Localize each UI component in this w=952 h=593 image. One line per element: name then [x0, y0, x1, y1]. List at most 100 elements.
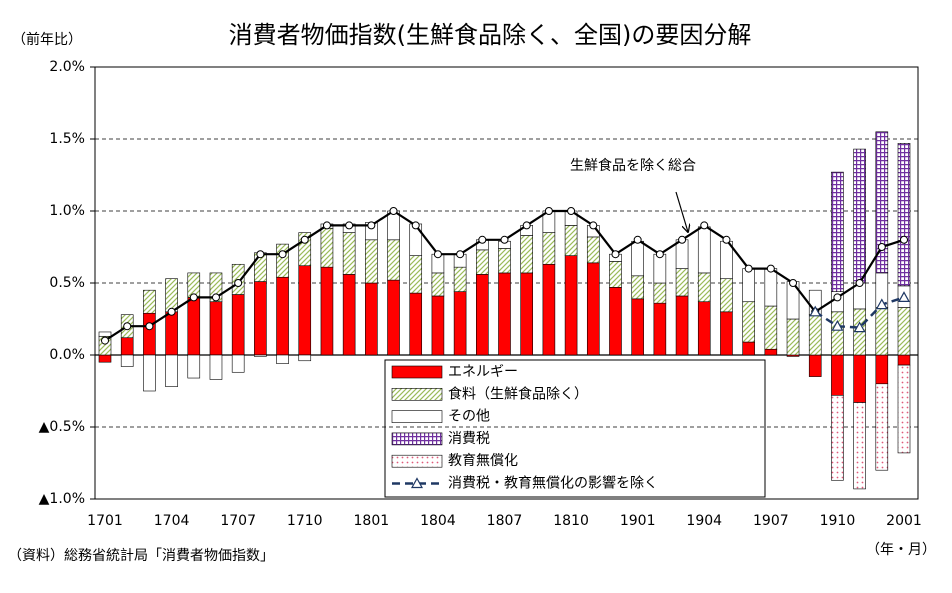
bar-segment [520, 272, 533, 356]
bar-segment [98, 331, 112, 337]
line-marker [345, 221, 354, 230]
line-marker [189, 293, 198, 302]
bar-segment [697, 272, 711, 303]
bar-segment [409, 292, 423, 356]
legend-swatch [391, 432, 443, 446]
bar-segment [675, 239, 689, 269]
bar-segment [875, 131, 889, 274]
bar-segment [853, 354, 866, 403]
line-marker [633, 235, 642, 244]
line-marker [522, 221, 531, 230]
bar-segment [231, 354, 245, 373]
bar-segment [564, 225, 578, 256]
bar-segment [542, 263, 556, 356]
line-marker [853, 321, 866, 333]
bar-segment [609, 261, 622, 288]
bar-segment [409, 255, 423, 294]
bar-segment [831, 171, 844, 292]
legend-label: 消費税・教育無償化の影響を除く [448, 475, 658, 492]
line-marker [700, 221, 709, 230]
bar-segment [165, 278, 178, 313]
line-marker [831, 319, 844, 331]
bar-segment [675, 295, 689, 356]
x-tick-label: 1801 [354, 513, 390, 529]
line-marker [744, 264, 753, 273]
line-marker [809, 305, 822, 317]
line-marker [433, 250, 442, 259]
line-marker [123, 322, 132, 331]
bar-segment [120, 337, 134, 356]
line-marker [611, 250, 620, 259]
bar-segment [320, 266, 334, 356]
bar-segment [586, 262, 600, 356]
legend-label: 食料（生鮮食品除く） [448, 385, 588, 402]
bar-segment [631, 240, 644, 277]
bar-segment [875, 307, 889, 356]
bar-segment [209, 301, 223, 356]
x-tick-label: 1901 [620, 513, 656, 529]
bar-segment [742, 301, 755, 343]
bar-segment [476, 249, 489, 275]
bar-segment [387, 279, 400, 356]
line-marker [211, 293, 220, 302]
bar-segment [853, 148, 866, 284]
legend-swatch [391, 387, 443, 401]
line-marker [300, 235, 309, 244]
line-marker [678, 235, 687, 244]
bar-segment [808, 354, 822, 377]
legend-swatch [391, 410, 443, 423]
bar-segment [675, 268, 689, 297]
bar-segment [143, 354, 156, 392]
bar-segment [276, 243, 289, 278]
line-marker [389, 207, 398, 215]
line-marker [145, 322, 154, 331]
annotation-arrow [675, 191, 688, 232]
bar-segment [231, 294, 245, 356]
annotation: 生鮮食品を除く総合 [570, 157, 696, 174]
bar-segment [831, 354, 844, 396]
bar-segment [165, 311, 178, 356]
bar-segment [697, 226, 711, 274]
line-marker [855, 279, 864, 287]
line-marker [478, 235, 487, 244]
line-marker [411, 221, 420, 230]
bar-segment [586, 236, 600, 264]
x-tick-label: 1707 [220, 513, 256, 529]
x-tick-label: 1710 [287, 513, 323, 529]
x-tick-label: 1701 [87, 513, 123, 529]
x-tick-label: 1904 [686, 513, 722, 529]
line-marker [544, 207, 553, 215]
line-marker [167, 307, 176, 316]
legend-label: 消費税 [448, 431, 490, 447]
y-tick-label: ▲0.5% [39, 419, 85, 435]
x-tick-label: 1804 [420, 513, 456, 529]
bar-segment [720, 278, 733, 313]
bar-segment [831, 311, 844, 356]
x-tick-label: 2001 [886, 513, 922, 529]
legend-label: エネルギー [448, 364, 518, 380]
y-tick-label: 0.0% [49, 347, 85, 363]
legend-swatch [391, 454, 443, 468]
line-marker [367, 221, 376, 230]
legend-swatch [391, 365, 443, 379]
line-marker [766, 264, 775, 273]
bar-segment [764, 348, 778, 356]
bar-segment [298, 265, 312, 356]
line-marker [500, 235, 509, 244]
bar-segment [98, 354, 112, 363]
bar-segment [764, 305, 778, 350]
bar-segment [897, 143, 911, 287]
y-axis-label: （前年比） [12, 31, 82, 48]
x-tick-label: 1807 [487, 513, 523, 529]
bar-segment [498, 272, 511, 356]
bar-segment [365, 239, 378, 284]
y-tick-label: ▲1.0% [39, 491, 85, 507]
bar-segment [498, 248, 511, 274]
line-marker [322, 221, 331, 230]
line-marker [567, 207, 576, 215]
chart-title: 消費者物価指数(生鮮食品除く、全国)の要因分解 [229, 21, 752, 49]
line-marker [278, 250, 287, 259]
bar-segment [431, 295, 445, 356]
source-note: （資料）総務省統計局「消費者物価指数」 [8, 548, 274, 564]
